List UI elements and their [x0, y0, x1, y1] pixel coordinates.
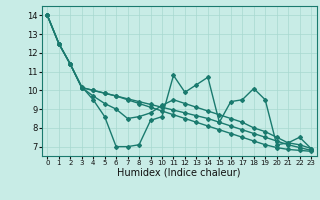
- X-axis label: Humidex (Indice chaleur): Humidex (Indice chaleur): [117, 168, 241, 178]
